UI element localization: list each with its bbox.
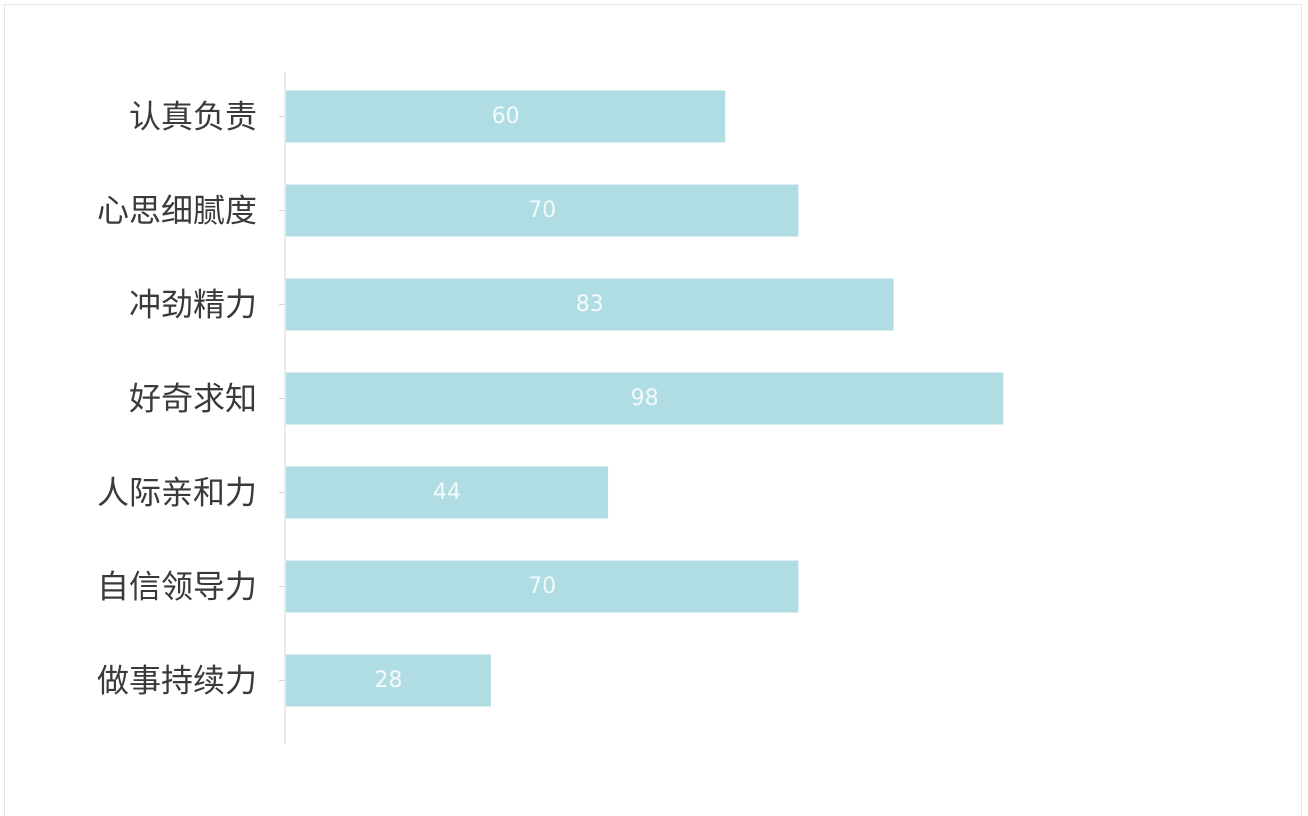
bar[interactable] [286, 184, 799, 237]
category-label: 人际亲和力 [97, 474, 257, 512]
y-axis [279, 72, 286, 744]
bar[interactable] [286, 372, 1004, 425]
bar[interactable] [286, 90, 726, 143]
category-label: 认真负责 [129, 98, 257, 136]
data-label: 44 [433, 480, 461, 505]
bar[interactable] [286, 466, 609, 519]
bar[interactable] [286, 278, 894, 331]
data-label: 83 [576, 292, 604, 317]
bar[interactable] [286, 560, 799, 613]
data-label: 70 [528, 198, 556, 223]
data-label: 60 [492, 104, 520, 129]
value-labels: 60 70 83 98 44 70 28 [374, 104, 658, 693]
data-label: 28 [374, 668, 402, 693]
category-label: 好奇求知 [129, 380, 257, 418]
category-label: 做事持续力 [97, 662, 257, 700]
category-label: 冲劲精力 [129, 286, 257, 324]
data-label: 70 [528, 574, 556, 599]
bar[interactable] [286, 654, 491, 707]
category-label: 自信领导力 [97, 568, 257, 606]
category-label: 心思细腻度 [97, 192, 257, 230]
bars-layer [286, 90, 1004, 707]
data-label: 98 [631, 386, 659, 411]
